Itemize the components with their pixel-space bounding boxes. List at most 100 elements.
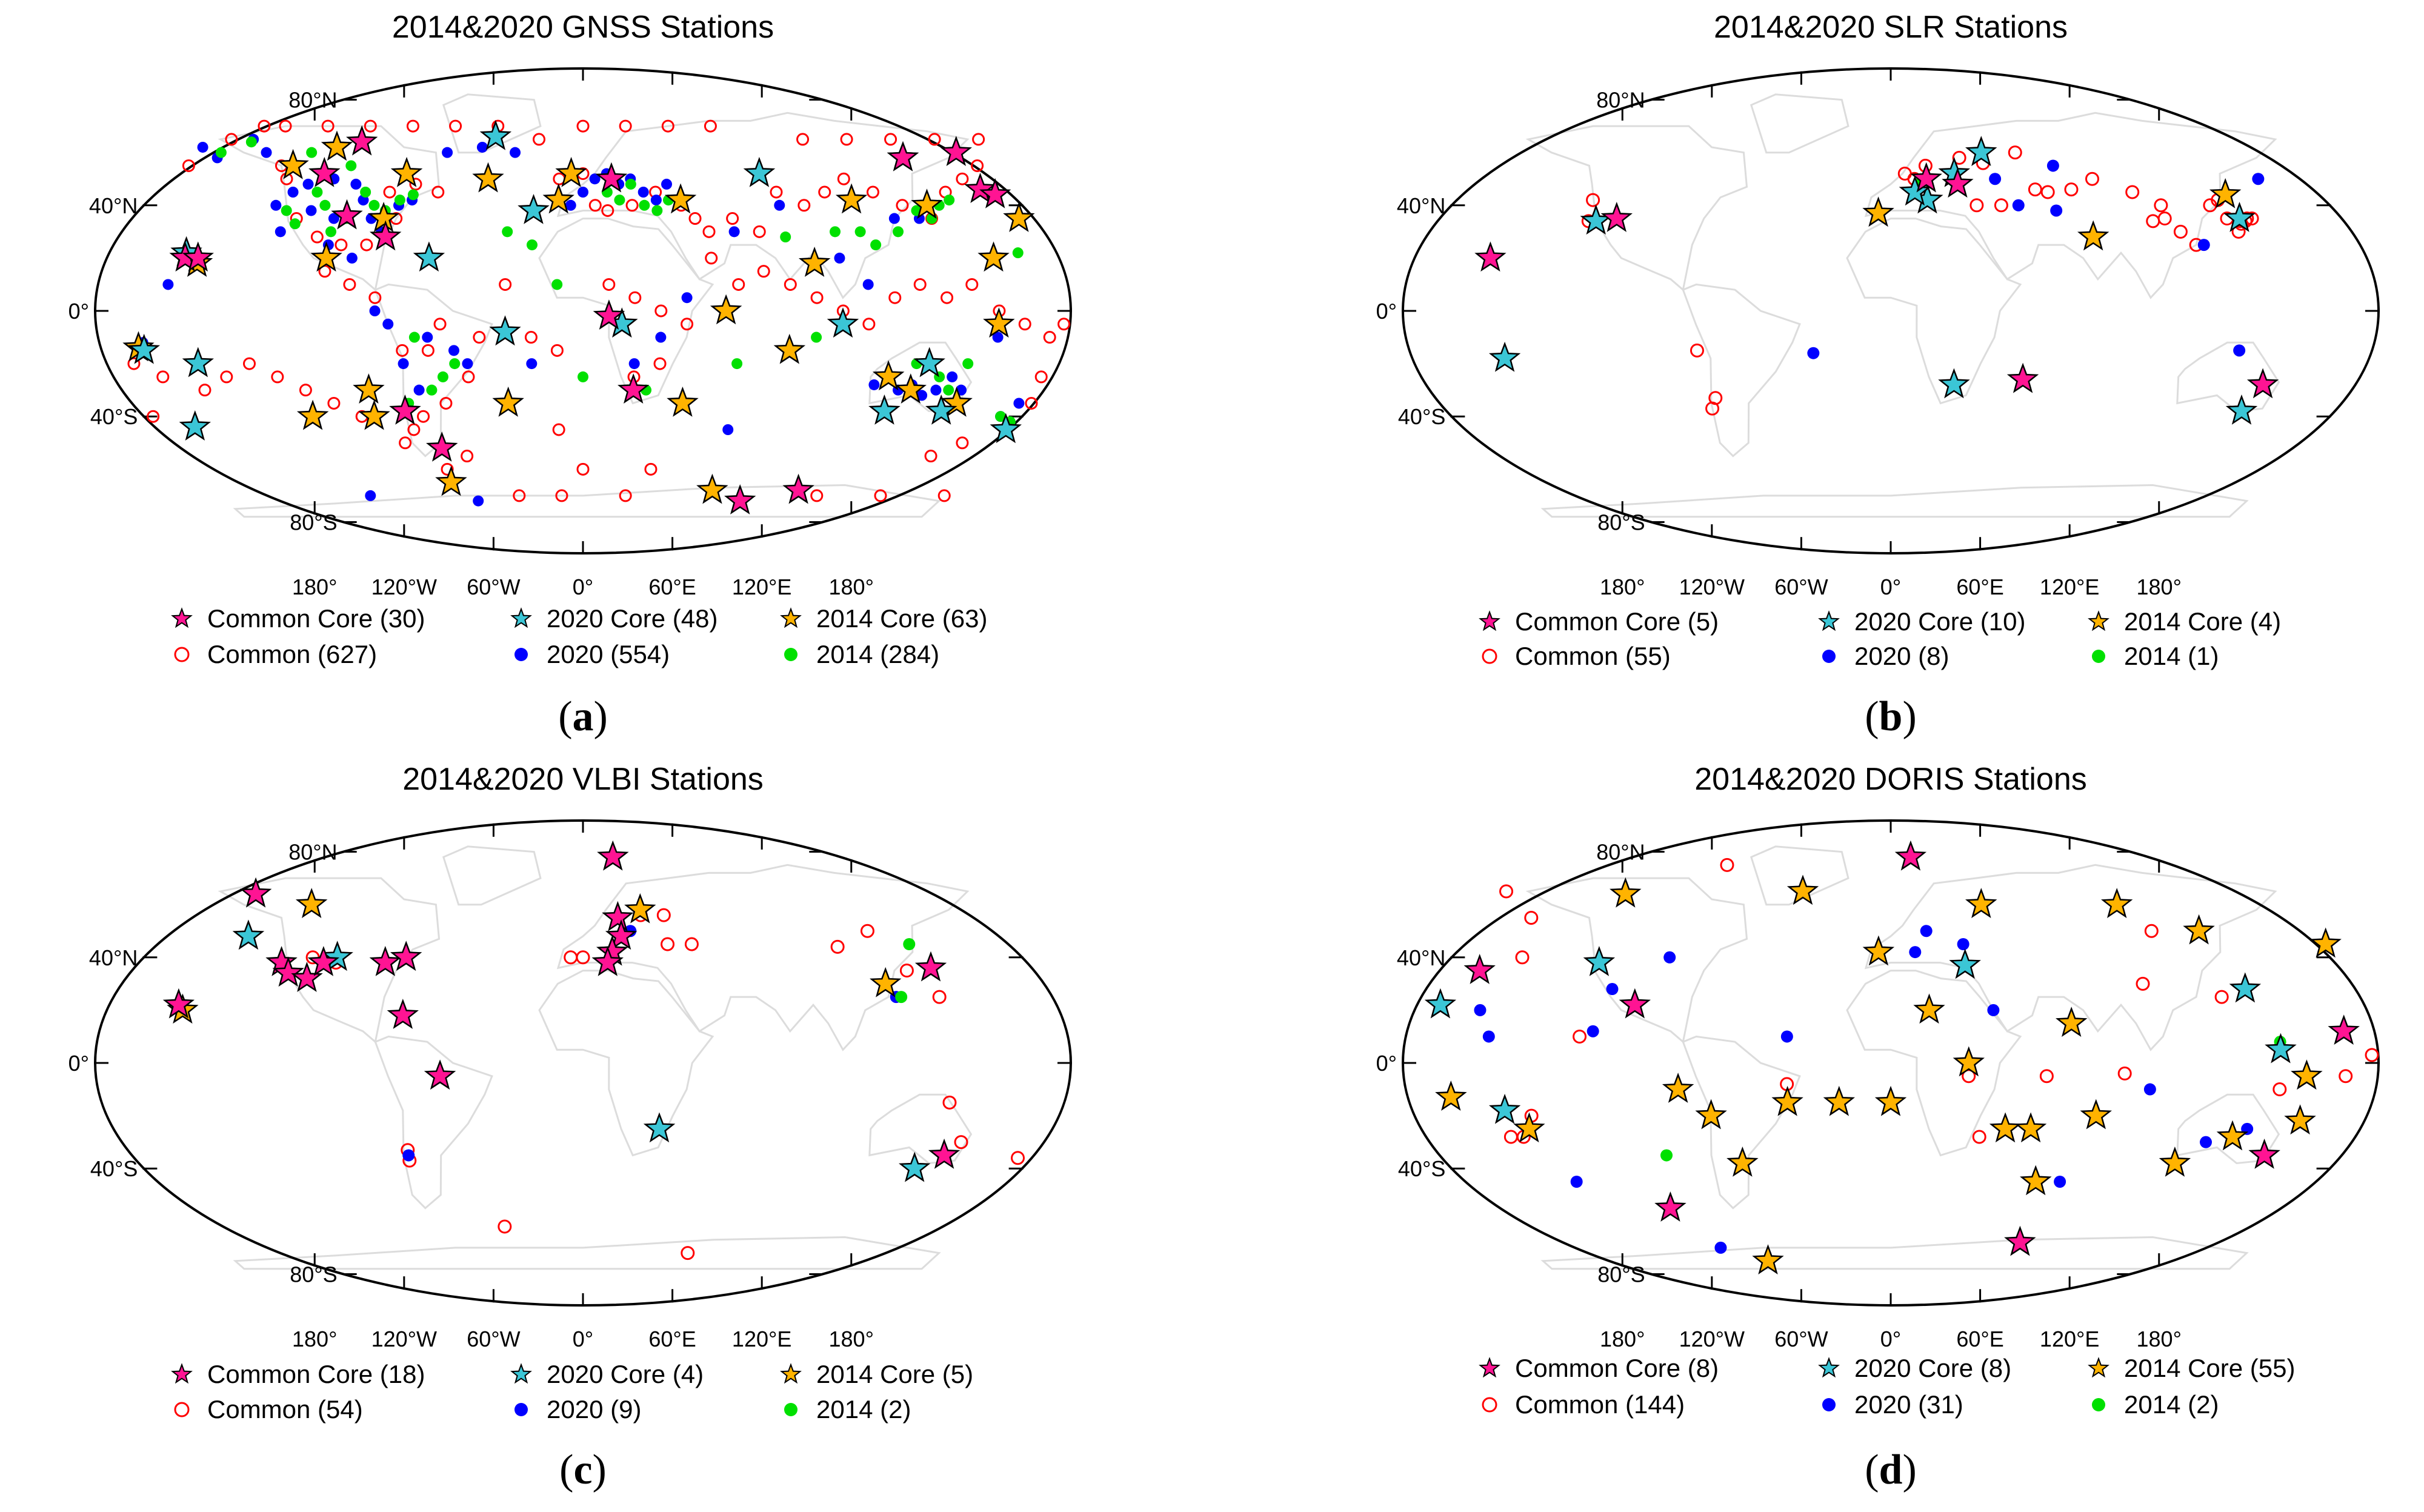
lon-label: 180° — [1600, 1327, 1645, 1351]
coastline — [233, 1236, 941, 1270]
common-station-marker — [1705, 401, 1720, 416]
core-2014-star — [390, 156, 423, 187]
station-2020-marker — [448, 345, 459, 356]
common-station-marker — [407, 423, 421, 436]
station-2014-marker — [830, 226, 841, 238]
station-2014-marker — [281, 205, 292, 216]
core-2014-star — [1862, 196, 1894, 227]
lat-label: 40°S — [1398, 404, 1445, 429]
core-2020-star — [479, 119, 512, 150]
legend-common_core-label: Common Core (5) — [1515, 607, 1719, 636]
coastline — [218, 877, 441, 1044]
common-station-marker — [757, 265, 770, 278]
lon-label: 120°W — [371, 574, 437, 599]
common-station-marker — [956, 436, 969, 450]
lat-label: 40°S — [90, 404, 138, 429]
common-station-marker — [840, 133, 853, 146]
common-station-marker — [661, 119, 674, 133]
legend-core_2014-star-icon — [780, 607, 802, 628]
common-station-marker — [818, 185, 831, 199]
common-station-marker — [220, 370, 233, 384]
lat-label: 80°N — [288, 88, 337, 113]
common-station-marker — [524, 331, 538, 344]
coastline — [538, 218, 714, 405]
common-station-marker — [552, 423, 565, 436]
core-2020-star — [321, 941, 353, 971]
coastline — [538, 970, 714, 1157]
panel-letter: (b) — [1865, 693, 1917, 740]
common-station-marker — [1972, 1130, 1986, 1144]
common-station-marker — [681, 1246, 695, 1261]
common-station-marker — [937, 489, 951, 502]
coastline — [1750, 845, 1850, 906]
station-2020-marker — [398, 358, 409, 370]
station-2014-marker — [306, 147, 318, 158]
common-station-marker — [688, 212, 702, 225]
legend-core_2020-label: 2020 Core (4) — [547, 1360, 704, 1388]
common-core-star — [272, 956, 304, 987]
common-station-marker — [364, 119, 377, 133]
common-station-marker — [702, 225, 716, 238]
station-2014-marker — [651, 205, 663, 216]
core-2014-star — [1610, 877, 1642, 908]
legend-common_core-label: Common Core (30) — [207, 604, 425, 633]
common-station-marker — [784, 278, 797, 291]
core-2020-star — [413, 241, 445, 272]
station-2020-marker — [2200, 1136, 2213, 1148]
common-station-marker — [628, 291, 642, 304]
legend-common_core-star-icon — [1479, 1357, 1500, 1378]
station-2020-marker — [2233, 344, 2246, 357]
station-2020-marker — [1957, 938, 1970, 950]
common-station-marker — [830, 939, 845, 954]
common-station-marker — [954, 1135, 968, 1150]
station-2020-marker — [655, 331, 667, 343]
common-station-marker — [654, 304, 668, 318]
common-station-marker — [368, 291, 382, 304]
common-station-marker — [1586, 193, 1600, 207]
common-core-star — [1619, 988, 1651, 1019]
station-2014-marker — [780, 231, 791, 243]
panel-a: 2014&2020 GNSS Stations 80°N 40°N 0° 40°S 80°… — [68, 10, 1072, 740]
common-core-star — [724, 484, 756, 515]
legend-only_2014-dot-icon — [784, 648, 797, 661]
common-station-marker — [2085, 172, 2100, 186]
common-station-marker — [550, 344, 564, 357]
common-core-star — [308, 156, 341, 187]
common-station-marker — [726, 212, 739, 225]
lat-label: 0° — [68, 299, 89, 324]
legend-common-label: Common (54) — [207, 1395, 363, 1424]
core-2014-star — [983, 307, 1015, 338]
legend-core_2014-label: 2014 Core (63) — [816, 604, 988, 633]
legend-core_2020-label: 2020 Core (8) — [1854, 1354, 2011, 1382]
station-2020-marker — [1780, 1030, 1793, 1043]
lon-label: 60°E — [648, 574, 696, 599]
common-station-marker — [619, 489, 632, 502]
station-2020-marker — [2197, 239, 2210, 251]
legend-common-label: Common (144) — [1515, 1390, 1685, 1419]
common-station-marker — [127, 357, 141, 370]
common-station-marker — [956, 172, 969, 185]
common-station-marker — [866, 185, 879, 199]
common-core-star — [605, 919, 638, 950]
common-station-marker — [2365, 1048, 2379, 1062]
coastline — [868, 341, 973, 413]
core-2014-star — [277, 148, 309, 179]
common-station-marker — [684, 937, 699, 951]
lon-label: 0° — [1880, 574, 1901, 599]
common-core-star — [2006, 362, 2039, 393]
lon-label: 180° — [2137, 1327, 2182, 1351]
core-2020-star — [1580, 204, 1612, 235]
station-2014-marker — [944, 195, 955, 206]
common-core-star — [782, 473, 814, 504]
core-2020-star — [179, 410, 211, 441]
panel-title: 2014&2020 VLBI Stations — [402, 762, 764, 797]
lat-label: 40°N — [1397, 193, 1445, 218]
station-2020-marker — [305, 205, 317, 216]
station-2014-marker — [870, 239, 882, 251]
core-2014-star — [2080, 1099, 2113, 1130]
core-2014-star — [869, 967, 902, 997]
common-station-marker — [588, 199, 602, 212]
station-2020-marker — [834, 252, 845, 264]
station-2014-marker — [614, 195, 625, 206]
common-station-marker — [399, 436, 412, 450]
